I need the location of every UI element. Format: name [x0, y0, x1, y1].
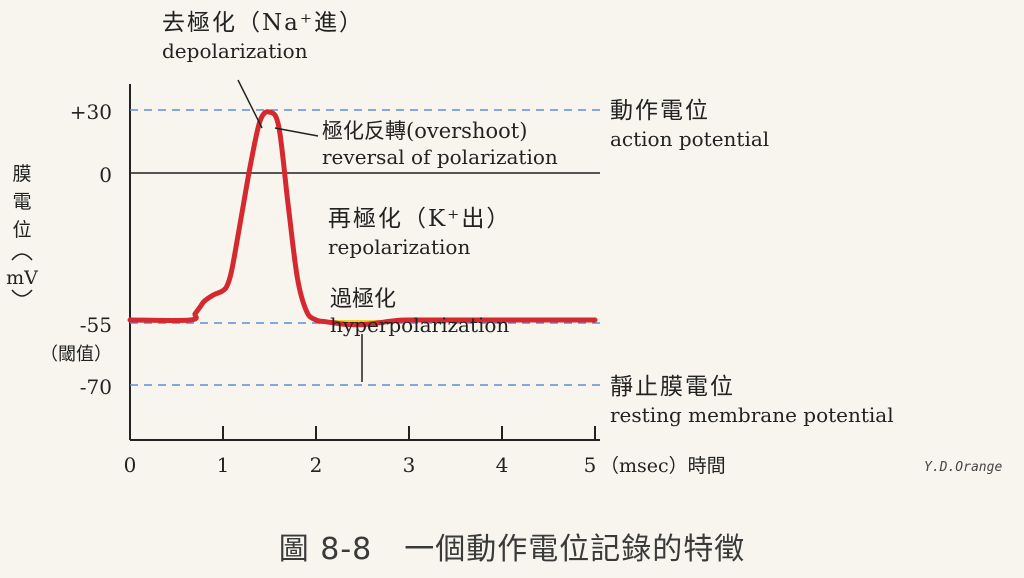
overshoot-pointer	[274, 127, 319, 137]
y-label-char: 膜	[12, 163, 31, 185]
y-unit-paren-bottom	[11, 289, 33, 297]
overshoot-en: reversal of polarization	[322, 145, 558, 169]
hyperpolarization-zh: 過極化	[330, 287, 396, 312]
y-tick-label: -55	[80, 313, 112, 337]
author-signature: Y.D.Orange	[924, 460, 1003, 475]
x-tick-label: 1	[217, 453, 230, 477]
resting-potential-zh: 靜止膜電位	[610, 374, 735, 400]
y-label-char: 電	[12, 191, 31, 213]
y-unit-paren-top	[11, 253, 33, 261]
figure-number: 圖 8-8	[278, 532, 373, 567]
x-tick-label: 3	[403, 453, 416, 477]
y-tick-label: -70	[80, 375, 112, 399]
depolarization-pointer	[237, 79, 263, 129]
x-axis-unit: （msec）時間	[600, 455, 726, 477]
action-potential-trace	[127, 109, 598, 328]
hyperpolarization-en: hyperpolarization	[330, 313, 509, 337]
y-label-char: 位	[12, 219, 31, 241]
repolarization-zh: 再極化（K⁺出）	[328, 206, 511, 232]
depolarization-en: depolarization	[162, 39, 308, 63]
resting-potential-en: resting membrane potential	[610, 403, 894, 427]
y-unit: mV	[6, 267, 38, 289]
x-tick-label: 0	[124, 453, 137, 477]
x-tick-label: 5	[584, 453, 597, 477]
action-potential-en: action potential	[610, 127, 769, 151]
y-tick-label: +30	[70, 100, 112, 124]
x-tick-label: 2	[310, 453, 323, 477]
action-potential-zh: 動作電位	[610, 98, 710, 124]
threshold-label: （閾值）	[40, 344, 112, 365]
figure-title: 一個動作電位記錄的特徵	[404, 532, 746, 567]
depolarization-zh: 去極化（Na⁺進）	[162, 10, 364, 36]
x-tick-label: 4	[496, 453, 509, 477]
y-tick-label: 0	[99, 163, 112, 187]
repolarization-en: repolarization	[328, 235, 470, 259]
figure-caption: 圖 8-8 一個動作電位記錄的特徵	[0, 524, 1024, 568]
overshoot-zh: 極化反轉(overshoot)	[322, 119, 527, 143]
